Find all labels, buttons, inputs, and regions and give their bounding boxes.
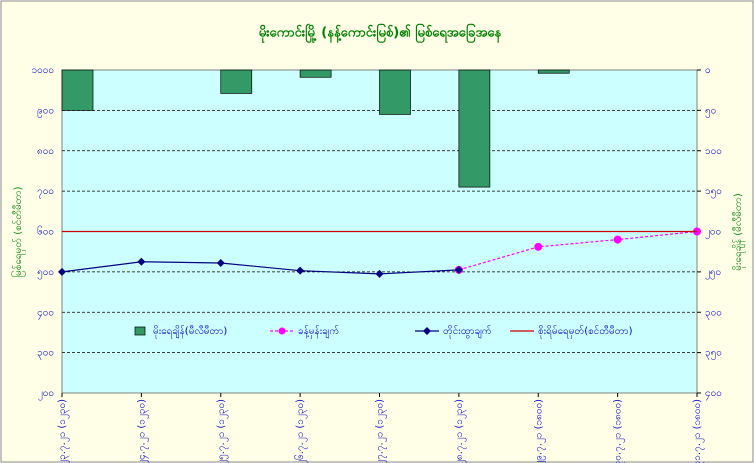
y2-tick-label: ၅၀ <box>705 105 716 118</box>
y-tick-label: ၇၀၀ <box>37 186 54 199</box>
x-tick-label: ၃၁.၇.၂၁ (၁၈၀၀) <box>692 399 705 463</box>
y2-tick-label: ၀ <box>705 65 711 76</box>
series-line <box>61 261 459 275</box>
series-line <box>458 230 698 271</box>
y-tick-label: ၈၀၀ <box>37 146 54 157</box>
y-axis-title: မြစ်ရေမှတ် (စင်တီမီတာ) <box>10 186 26 277</box>
observed-point <box>454 265 463 274</box>
bar <box>458 69 491 188</box>
legend-marker <box>423 327 431 335</box>
observed-point <box>375 269 384 278</box>
y-tick-label: ၃၀၀ <box>37 348 54 361</box>
legend-label: စိုးရိမ်ရေမှတ်(စင်တီမီတာ) <box>538 324 633 339</box>
observed-point <box>58 267 66 276</box>
y-tick-label: ၆၀၀ <box>37 225 54 238</box>
x-tick-label: ၂၆.၇.၂၁ (၁၂၃၀) <box>293 399 308 463</box>
legend-key <box>134 326 146 336</box>
y2-tick-label: ၂၅၀ <box>705 267 721 280</box>
bar <box>299 69 332 78</box>
observed-point <box>137 257 146 266</box>
bar <box>537 69 570 74</box>
x-tick-label: ၂၈.၇.၂၁ (၁၂၃၀) <box>454 399 467 463</box>
x-tick-label: ၂၇.၇.၂၁ (၁၂၃၀) <box>375 399 388 463</box>
y-tick-label: ၅၀၀ <box>37 267 54 280</box>
y2-axis-title: မိုးရေချိန် (မီလီမီတာ) <box>731 193 746 271</box>
y2-tick-label: ၂၀၀ <box>705 227 721 240</box>
x-tick-label: ၂၄.၇.၂၁ (၁၂၃၀) <box>136 399 149 463</box>
legend-label: ခန့်မှန်းချက် <box>298 324 339 339</box>
legend-label: မိုးရေချိန်(မီလီမီတာ) <box>153 324 227 339</box>
bar <box>220 69 253 94</box>
bar <box>379 69 411 115</box>
x-tick-label: ၂၅.၇.၂၁ (၁၂၃၀) <box>216 399 229 463</box>
y2-tick-label: ၁၅၀ <box>705 186 722 199</box>
y2-tick-label: ၃၀၀ <box>705 307 722 320</box>
y2-tick-label: ၄၀၀ <box>705 388 722 401</box>
forecast-point <box>613 235 622 244</box>
y-tick-label: ၉၀၀ <box>37 105 54 118</box>
y-tick-label: ၁၀၀၀ <box>32 65 55 76</box>
legend-label: တိုင်းထွာချက် <box>443 324 492 339</box>
bar <box>61 69 94 111</box>
y2-tick-label: ၃၅၀ <box>705 348 722 361</box>
y2-tick-label: ၁၀၀ <box>705 146 722 157</box>
x-tick-label: ၂၉.၇.၂၁ (၁၈၀၀) <box>533 399 546 463</box>
legend-marker <box>278 327 286 335</box>
x-tick-label: ၃၀.၇.၂၁ (၁၈၀၀) <box>613 399 626 463</box>
forecast-point <box>534 242 543 251</box>
observed-point <box>296 266 305 275</box>
y-tick-label: ၄၀၀ <box>37 307 54 320</box>
x-tick-label: ၂၃.၇.၂၁ (၁၂၃၀) <box>57 399 70 463</box>
observed-point <box>216 258 225 267</box>
chart-title: မိုးကောင်းမြို့ (နန့်ကောင်းမြစ်)၏ မြစ်ရေ… <box>259 23 503 44</box>
y-tick-label: ၂၀၀ <box>38 388 54 401</box>
